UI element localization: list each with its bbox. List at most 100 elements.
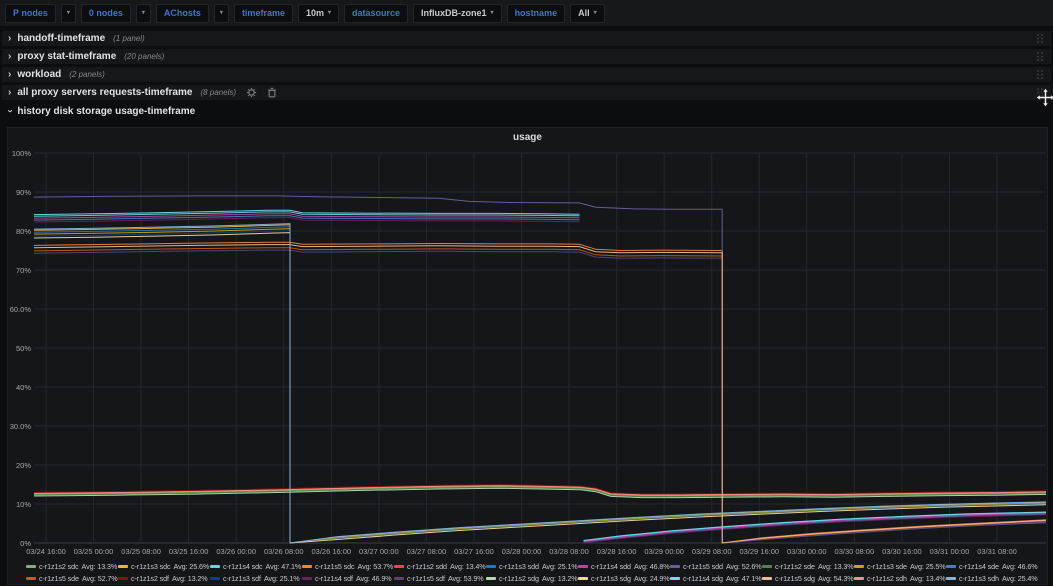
legend-color-marker [946,577,956,580]
legend-series-avg: Avg: 25.6% [173,562,210,571]
legend-color-marker [486,577,496,580]
legend-item[interactable]: c-r1z1s2 sdc Avg: 13.3% [26,561,118,572]
legend-item[interactable]: c-r1z1s2 sde Avg: 13.3% [762,561,854,572]
legend-series-name: c-r1z1s3 sde [867,562,907,571]
row-panel-count: (8 panels) [200,88,237,97]
legend-item[interactable]: c-r1z1s5 sde Avg: 52.7% [26,573,118,584]
y-tick-label: 80% [15,227,31,236]
y-tick-label: 20% [15,461,31,470]
row-handoff-timeframe[interactable]: › handoff-timeframe (1 panel) [2,31,1051,46]
x-tick-label: 03/28 16:00 [596,547,637,556]
row-proxy-stat-timeframe[interactable]: › proxy stat-timeframe (20 panels) [2,49,1051,64]
var-dropdown-p-nodes[interactable]: ▾ [60,3,76,23]
var-label-hostname[interactable]: hostname [506,3,566,23]
legend-series-name: c-r1z1s4 sdg [683,574,723,583]
legend-series-name: c-r1z1s3 sdd [499,562,539,571]
row-history-disk-storage-usage-timeframe[interactable]: › history disk storage usage-timeframe [2,103,1051,119]
legend-color-marker [210,565,220,568]
x-tick-label: 03/26 16:00 [311,547,352,556]
legend-series-name: c-r1z1s5 sdg [775,574,815,583]
drag-handle[interactable] [1036,69,1044,80]
legend-item[interactable]: c-r1z1s5 sdc Avg: 53.7% [302,561,394,572]
legend-color-marker [302,577,312,580]
var-label-datasource[interactable]: datasource [344,3,409,23]
legend-series-avg: Avg: 52.6% [725,562,762,571]
var-value-timeframe[interactable]: 10m ▾ [297,3,339,23]
var-label-0-nodes[interactable]: 0 nodes [80,3,131,23]
legend-item[interactable]: c-r1z1s5 sdg Avg: 54.3% [762,573,854,584]
legend-item[interactable]: c-r1z1s2 sdg Avg: 13.2% [486,573,578,584]
legend-series-avg: Avg: 13.4% [449,562,486,571]
legend-item[interactable]: c-r1z1s4 sdg Avg: 47.1% [670,573,762,584]
panel-title: usage [513,132,542,143]
legend-item[interactable]: c-r1z1s4 sdd Avg: 46.8% [578,561,670,572]
chart-plot[interactable] [8,128,1049,586]
drag-handle[interactable] [1036,33,1044,44]
legend-color-marker [118,565,128,568]
row-actions [246,87,277,98]
drag-handle[interactable] [1036,87,1044,98]
legend-item[interactable]: c-r1z1s3 sdc Avg: 25.6% [118,561,210,572]
chevron-down-icon: ▾ [593,10,597,16]
var-value-hostname[interactable]: All ▾ [570,3,605,23]
row-delete-icon[interactable] [267,87,277,98]
legend-color-marker [26,577,36,580]
chevron-right-icon: › [8,32,12,44]
var-value-datasource[interactable]: InfluxDB-zone1 ▾ [413,3,502,23]
legend-series-name: c-r1z1s4 sdf [315,574,353,583]
legend-series-avg: Avg: 52.7% [81,574,118,583]
row-workload[interactable]: › workload (2 panels) [2,67,1051,82]
legend-item[interactable]: c-r1z1s2 sdf Avg: 13.2% [118,573,210,584]
var-label-achosts[interactable]: AChosts [155,3,209,23]
legend-series-avg: Avg: 13.3% [81,562,118,571]
chevron-down-icon: ▾ [66,10,70,16]
legend-color-marker [394,565,404,568]
legend-item[interactable]: c-r1z1s4 sdc Avg: 47.1% [210,561,302,572]
x-tick-label: 03/30 16:00 [882,547,922,556]
chevron-down-icon: ▾ [490,10,494,16]
legend-series-name: c-r1z1s2 sdd [407,562,447,571]
chevron-down-icon: ▾ [327,10,331,16]
y-tick-label: 100% [11,149,31,158]
x-tick-label: 03/27 08:00 [406,547,447,556]
variables-toolbar: P nodes ▾ 0 nodes ▾ AChosts ▾ timeframe 10m ▾ dat… [0,0,1053,27]
var-label-p-nodes[interactable]: P nodes [5,3,56,23]
legend-item[interactable]: c-r1z1s4 sdf Avg: 46.9% [302,573,394,584]
usage-panel: usage 0% 10% 20% 30.0% 40% 50% 60.0% 70% 80% 90% 1… [7,127,1048,585]
legend-series-avg: Avg: 54.3% [817,574,854,583]
var-label-timeframe[interactable]: timeframe [233,3,293,23]
legend-item[interactable]: c-r1z1s3 sdd Avg: 25.1% [486,561,578,572]
legend-item[interactable]: c-r1z1s2 sdd Avg: 13.4% [394,561,486,572]
legend-color-marker [578,577,588,580]
row-title: history disk storage usage-timeframe [17,105,196,117]
legend-item[interactable]: c-r1z1s3 sde Avg: 25.5% [854,561,946,572]
legend-series-name: c-r1z1s4 sde [959,562,999,571]
legend-series-name: c-r1z1s5 sde [39,574,79,583]
chevron-down-icon: ▾ [141,10,145,16]
legend-item[interactable]: c-r1z1s3 sdh Avg: 25.4% [946,573,1038,584]
row-settings-icon[interactable] [246,87,257,98]
legend-series-name: c-r1z1s2 sdc [39,562,79,571]
legend-item[interactable]: c-r1z1s3 sdf Avg: 25.1% [210,573,302,584]
var-dropdown-achosts[interactable]: ▾ [213,3,229,23]
y-tick-label: 10% [15,500,31,509]
legend-item[interactable]: c-r1z1s2 sdh Avg: 13.4% [854,573,946,584]
chevron-right-icon: › [8,68,12,80]
legend-color-marker [118,577,128,580]
chevron-right-icon: › [8,50,12,62]
x-tick-label: 03/30 08:00 [834,547,875,556]
row-all-proxy-servers-requests-timeframe[interactable]: › all proxy servers requests-timeframe (8 … [2,85,1051,100]
chart-legend: c-r1z1s2 sdc Avg: 13.3% c-r1z1s3 sdc Avg: 2… [26,561,1050,584]
legend-item[interactable]: c-r1z1s4 sde Avg: 46.6% [946,561,1038,572]
drag-handle[interactable] [1036,51,1044,62]
legend-series-avg: Avg: 25.5% [909,562,946,571]
legend-series-avg: Avg: 13.2% [171,574,208,583]
legend-color-marker [854,565,864,568]
legend-item[interactable]: c-r1z1s3 sdg Avg: 24.9% [578,573,670,584]
legend-item[interactable]: c-r1z1s5 sdd Avg: 52.6% [670,561,762,572]
var-dropdown-0-nodes[interactable]: ▾ [135,3,151,23]
row-panel-count: (20 panels) [124,52,165,61]
legend-series-avg: Avg: 13.4% [909,574,946,583]
legend-item[interactable]: c-r1z1s5 sdf Avg: 53.9% [394,573,486,584]
legend-series-name: c-r1z1s2 sde [775,562,815,571]
